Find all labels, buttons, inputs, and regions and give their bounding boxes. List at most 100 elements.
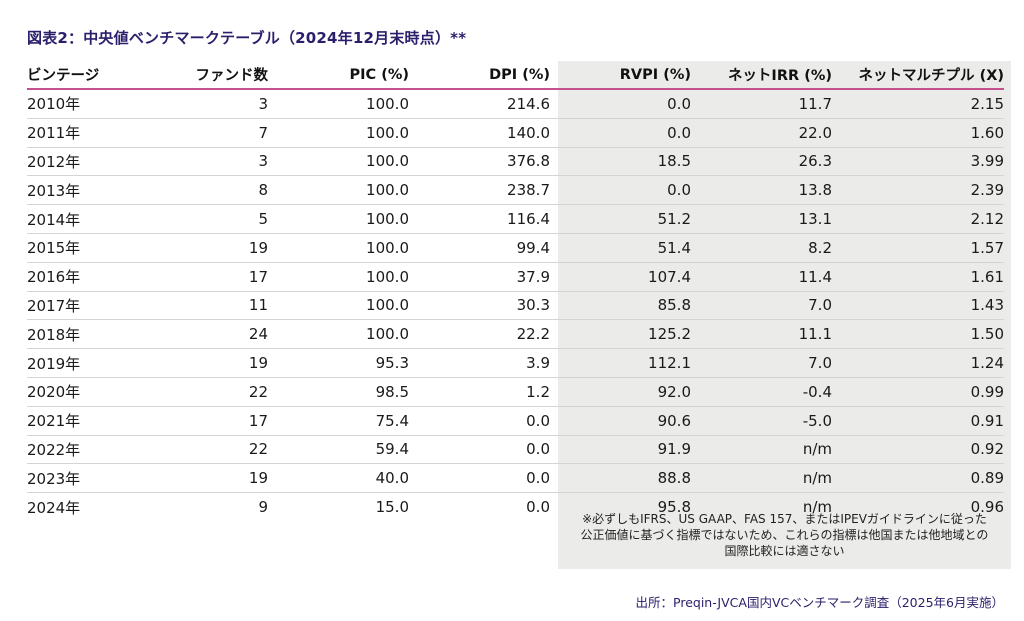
table-row: 2020年 22 98.5 1.2 92.0 -0.4 0.99 <box>27 377 1004 407</box>
cell-vintage: 2012年 <box>27 147 137 177</box>
cell-pic: 100.0 <box>268 204 409 234</box>
cell-vintage: 2011年 <box>27 118 137 148</box>
cell-rvpi: 88.8 <box>550 463 691 494</box>
footnote-line: 国際比較には適さない <box>724 544 845 558</box>
cell-pic: 100.0 <box>268 175 409 206</box>
benchmark-table: ビンテージ ファンド数 PIC (%) DPI (%) RVPI (%) ネット… <box>27 61 1004 521</box>
cell-pic: 15.0 <box>375 498 409 517</box>
cell-fund-count: 22 <box>137 435 268 465</box>
header-pic: PIC (%) <box>268 61 409 90</box>
cell-dpi: 140.0 <box>409 118 550 148</box>
header-vintage: ビンテージ <box>27 61 137 90</box>
cell-pic: 100.0 <box>268 89 409 119</box>
cell-fund-count: 17 <box>137 406 268 436</box>
cell-net-multiple: 1.43 <box>832 291 1004 321</box>
cell-fund-count: 3 <box>137 89 268 119</box>
cell-rvpi: 91.9 <box>550 435 691 465</box>
cell-pic: 95.3 <box>268 348 409 378</box>
cell-net-irr: 7.0 <box>691 291 832 321</box>
cell-vintage: 2022年 <box>27 435 137 465</box>
cell-vintage: 2017年 <box>27 291 137 321</box>
cell-dpi: 0.0 <box>409 463 550 494</box>
cell-rvpi: 95.8 <box>657 498 691 517</box>
table-row: 2022年 22 59.4 0.0 91.9 n/m 0.92 <box>27 435 1004 465</box>
cell-net-multiple: 2.15 <box>832 89 1004 119</box>
cell-pic: 100.0 <box>268 118 409 148</box>
cell-pic: 100.0 <box>268 291 409 321</box>
header-fund-count: ファンド数 <box>137 61 268 90</box>
cell-rvpi: 0.0 <box>550 118 691 148</box>
cell-fund-count: 7 <box>137 118 268 148</box>
cell-net-irr: n/m <box>691 463 832 494</box>
table-body: 2010年 3 100.0 214.6 0.0 11.7 2.15 2011年 7 100.0 14… <box>27 89 1004 521</box>
cell-net-irr: 13.8 <box>691 175 832 206</box>
source-credit: 出所：Preqin-JVCA国内VCベンチマーク調査（2025年6月実施） <box>635 595 1004 610</box>
cell-vintage: 2016年 <box>27 262 137 292</box>
cell-fund-count: 22 <box>137 377 268 407</box>
footnote-line: 公正価値に基づく指標ではないため、これらの指標は他国または他地域との <box>580 528 989 542</box>
cell-net-irr: 8.2 <box>691 233 832 263</box>
cell-dpi: 0.0 <box>409 406 550 436</box>
cell-dpi: 214.6 <box>409 89 550 119</box>
cell-rvpi: 85.8 <box>550 291 691 321</box>
cell-net-multiple: 1.60 <box>832 118 1004 148</box>
cell-vintage: 2018年 <box>27 319 137 350</box>
table-row: 2021年 17 75.4 0.0 90.6 -5.0 0.91 <box>27 406 1004 436</box>
cell-dpi: 22.2 <box>409 319 550 350</box>
cell-net-multiple: 1.50 <box>832 319 1004 350</box>
cell-rvpi: 125.2 <box>550 319 691 350</box>
cell-net-multiple: 2.12 <box>832 204 1004 234</box>
cell-dpi: 1.2 <box>409 377 550 407</box>
cell-pic: 75.4 <box>268 406 409 436</box>
cell-net-irr: 11.4 <box>691 262 832 292</box>
cell-vintage: 2015年 <box>27 233 137 263</box>
cell-pic: 100.0 <box>268 233 409 263</box>
cell-fund-count: 19 <box>137 463 268 494</box>
table-row: 2018年 24 100.0 22.2 125.2 11.1 1.50 <box>27 319 1004 350</box>
cell-pic: 100.0 <box>268 319 409 350</box>
cell-rvpi: 51.4 <box>550 233 691 263</box>
table-row: 2019年 19 95.3 3.9 112.1 7.0 1.24 <box>27 348 1004 378</box>
table-row: 2024年 9 15.0 0.0 95.8 n/m 0.96 <box>27 493 1004 521</box>
cell-rvpi: 90.6 <box>550 406 691 436</box>
cell-fund-count: 19 <box>137 348 268 378</box>
table-row: 2010年 3 100.0 214.6 0.0 11.7 2.15 <box>27 89 1004 119</box>
cell-net-irr: 11.1 <box>691 319 832 350</box>
cell-vintage: 2020年 <box>27 377 137 407</box>
cell-fund-count: 8 <box>137 175 268 206</box>
table-title: 図表2：中央値ベンチマークテーブル（2024年12月末時点）** <box>27 29 467 47</box>
header-rvpi: RVPI (%) <box>550 61 691 90</box>
footnote: ※必ずしもIFRS、US GAAP、FAS 157、またはIPEVガイドラインに… <box>558 511 1011 559</box>
cell-net-irr: 22.0 <box>691 118 832 148</box>
cell-net-multiple: 0.91 <box>832 406 1004 436</box>
header-net-irr: ネットIRR (%) <box>691 61 832 90</box>
cell-pic: 100.0 <box>268 147 409 177</box>
cell-vintage: 2024年 <box>27 498 81 517</box>
cell-vintage: 2013年 <box>27 175 137 206</box>
cell-net-multiple: 0.92 <box>832 435 1004 465</box>
cell-net-irr: 11.7 <box>691 89 832 119</box>
table-row: 2012年 3 100.0 376.8 18.5 26.3 3.99 <box>27 147 1004 177</box>
cell-net-irr: 13.1 <box>691 204 832 234</box>
cell-pic: 40.0 <box>268 463 409 494</box>
cell-net-multiple: 1.57 <box>832 233 1004 263</box>
cell-fund-count: 11 <box>137 291 268 321</box>
footnote-line: ※必ずしもIFRS、US GAAP、FAS 157、またはIPEVガイドラインに… <box>582 512 987 526</box>
header-net-multiple: ネットマルチプル (X) <box>832 61 1004 90</box>
cell-net-irr: n/m <box>691 435 832 465</box>
cell-vintage: 2023年 <box>27 463 137 494</box>
cell-vintage: 2019年 <box>27 348 137 378</box>
table-row: 2014年 5 100.0 116.4 51.2 13.1 2.12 <box>27 204 1004 234</box>
header-row: ビンテージ ファンド数 PIC (%) DPI (%) RVPI (%) ネット… <box>27 61 1004 90</box>
cell-vintage: 2010年 <box>27 89 137 119</box>
cell-dpi: 37.9 <box>409 262 550 292</box>
cell-rvpi: 0.0 <box>550 89 691 119</box>
table-row: 2016年 17 100.0 37.9 107.4 11.4 1.61 <box>27 262 1004 292</box>
cell-net-multiple: 0.96 <box>970 498 1004 517</box>
cell-fund-count: 24 <box>137 319 268 350</box>
table-row: 2017年 11 100.0 30.3 85.8 7.0 1.43 <box>27 291 1004 321</box>
cell-dpi: 99.4 <box>409 233 550 263</box>
cell-net-irr: 26.3 <box>691 147 832 177</box>
cell-dpi: 116.4 <box>409 204 550 234</box>
cell-net-multiple: 0.99 <box>832 377 1004 407</box>
